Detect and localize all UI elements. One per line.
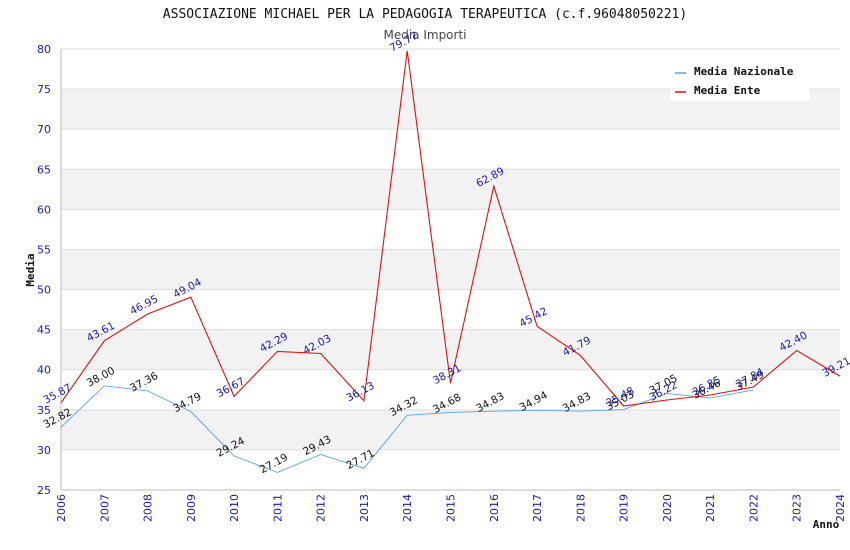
chart-title: ASSOCIAZIONE MICHAEL PER LA PEDAGOGIA TE… — [163, 7, 687, 22]
x-tick-label: 2019 — [618, 494, 631, 522]
data-label-media-ente: 36.67 — [215, 375, 247, 400]
x-tick-label: 2011 — [271, 494, 284, 522]
x-tick-label: 2016 — [488, 494, 501, 522]
x-tick-label: 2013 — [358, 494, 371, 522]
x-tick-label: 2010 — [228, 494, 241, 522]
legend-label-media-nazionale: Media Nazionale — [694, 65, 794, 78]
data-label-media-nazionale: 27.19 — [258, 451, 290, 476]
y-tick-label: 30 — [37, 444, 51, 457]
x-tick-label: 2021 — [704, 494, 717, 522]
grid-band — [61, 169, 840, 210]
series-lines — [60, 50, 841, 473]
y-tick-label: 65 — [37, 163, 51, 176]
data-label-media-nazionale: 27.71 — [344, 447, 376, 472]
x-tick-labels: 2006 2007 2008 2009 2010 2011 2012 2013 2014 2015… — [55, 494, 847, 522]
y-tick-label: 75 — [37, 83, 51, 96]
data-label-media-ente: 36.13 — [344, 380, 376, 405]
x-tick-label: 2020 — [661, 494, 674, 522]
y-tick-label: 60 — [37, 203, 51, 216]
y-tick-label: 50 — [37, 284, 51, 297]
x-tick-label: 2018 — [574, 494, 587, 522]
series-line-media-ente — [60, 50, 841, 407]
y-tick-label: 70 — [37, 123, 51, 136]
y-tick-labels: 25 30 35 40 45 50 55 60 65 70 75 80 — [37, 43, 51, 497]
y-tick-label: 45 — [37, 324, 51, 337]
y-tick-label: 35 — [37, 404, 51, 417]
y-tick-label: 55 — [37, 243, 51, 256]
y-axis-title: Media — [24, 253, 37, 286]
x-tick-label: 2007 — [98, 494, 111, 522]
legend: Media Nazionale Media Ente — [670, 60, 810, 101]
grid-band — [61, 249, 840, 290]
x-tick-label: 2012 — [315, 494, 328, 522]
x-tick-label: 2023 — [791, 494, 804, 522]
y-tick-label: 40 — [37, 364, 51, 377]
x-tick-label: 2009 — [185, 494, 198, 522]
x-tick-label: 2006 — [55, 494, 68, 522]
axes — [60, 49, 840, 491]
y-tick-label: 25 — [37, 484, 51, 497]
data-label-media-ente: 35.87 — [42, 382, 74, 407]
legend-box — [670, 60, 810, 101]
grid-band — [61, 329, 840, 370]
data-label-media-ente: 45.42 — [518, 305, 550, 330]
data-label-media-ente: 46.95 — [128, 293, 160, 318]
x-tick-label: 2022 — [747, 494, 760, 522]
grid-bands — [61, 89, 840, 450]
x-tick-label: 2024 — [834, 494, 847, 522]
grid-band — [61, 409, 840, 450]
x-tick-label: 2014 — [401, 494, 414, 522]
legend-label-media-ente: Media Ente — [694, 84, 761, 97]
x-axis-title: Anno — [813, 518, 840, 531]
y-tick-label: 80 — [37, 43, 51, 56]
chart-subtitle: Media Importi — [383, 28, 466, 42]
x-tick-label: 2015 — [445, 494, 458, 522]
x-tick-label: 2008 — [142, 494, 155, 522]
x-tick-label: 2017 — [531, 494, 544, 522]
